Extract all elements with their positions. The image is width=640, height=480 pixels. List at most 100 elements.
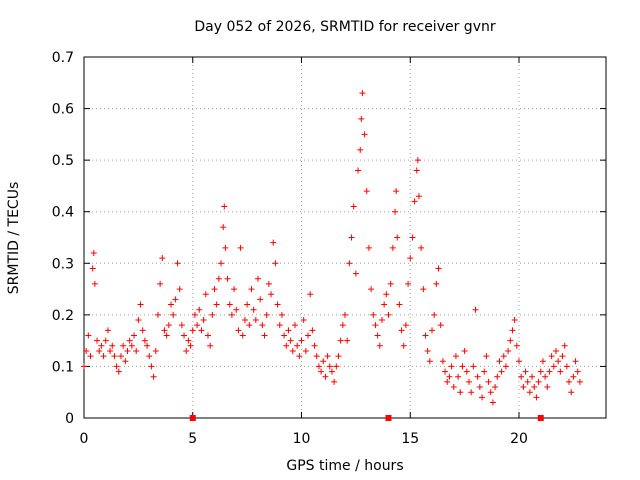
data-point	[224, 275, 231, 282]
data-point	[396, 301, 403, 308]
data-point	[213, 301, 220, 308]
data-point	[374, 332, 381, 339]
data-point	[502, 363, 509, 370]
data-point	[387, 280, 394, 287]
data-point	[300, 317, 307, 324]
data-point	[472, 306, 479, 313]
data-point	[161, 327, 168, 334]
data-point	[344, 337, 351, 344]
data-point	[385, 311, 392, 318]
data-point	[83, 347, 90, 354]
data-point	[202, 291, 209, 298]
data-point	[455, 373, 462, 380]
data-point	[389, 244, 396, 251]
data-point	[339, 322, 346, 329]
data-point	[194, 322, 201, 329]
y-tick-label: 0.6	[52, 102, 74, 118]
data-point	[305, 332, 312, 339]
data-point	[424, 347, 431, 354]
data-point	[500, 353, 507, 360]
data-point	[250, 306, 257, 313]
data-point	[89, 265, 96, 272]
data-point	[248, 286, 255, 293]
data-point	[272, 260, 279, 267]
data-point	[198, 327, 205, 334]
data-point	[415, 193, 422, 200]
data-point	[576, 378, 583, 385]
x-axis-label: GPS time / hours	[286, 458, 403, 474]
data-point	[433, 280, 440, 287]
x-tick-label: 15	[401, 431, 419, 447]
data-point	[191, 311, 198, 318]
data-point	[141, 337, 148, 344]
data-point	[220, 224, 227, 231]
y-tick-label: 0.2	[52, 308, 74, 324]
x-tick-label: 10	[293, 431, 311, 447]
y-tick-label: 0.1	[52, 359, 74, 375]
data-point	[128, 342, 135, 349]
data-point	[426, 358, 433, 365]
data-point	[535, 378, 542, 385]
data-point	[168, 301, 174, 308]
data-point	[359, 90, 366, 97]
data-point	[450, 384, 457, 391]
data-point	[337, 337, 344, 344]
y-tick-label: 0.5	[52, 153, 74, 169]
data-point	[278, 311, 285, 318]
data-point	[285, 327, 292, 334]
data-point	[465, 378, 472, 385]
data-point	[276, 322, 283, 329]
data-point	[544, 384, 551, 391]
data-point	[146, 353, 153, 360]
data-point	[139, 327, 146, 334]
data-point	[328, 368, 335, 375]
data-point	[326, 363, 333, 370]
data-point	[148, 363, 155, 370]
data-point	[244, 301, 251, 308]
data-point	[331, 378, 338, 385]
data-point	[185, 337, 192, 344]
data-point	[335, 353, 342, 360]
data-point	[459, 363, 466, 370]
data-point	[196, 306, 203, 313]
data-point	[150, 373, 157, 380]
data-point	[135, 317, 142, 324]
data-point	[509, 327, 516, 334]
data-point	[231, 286, 238, 293]
data-point	[431, 311, 438, 318]
data-point	[172, 296, 179, 303]
data-point	[309, 327, 316, 334]
data-point	[429, 327, 435, 334]
data-point	[524, 378, 531, 385]
data-point	[207, 342, 214, 349]
data-point	[557, 368, 564, 375]
data-point	[215, 275, 222, 282]
data-point	[320, 358, 327, 365]
data-point	[563, 363, 570, 370]
data-point	[98, 342, 105, 349]
data-point	[259, 322, 266, 329]
data-point	[552, 347, 559, 354]
data-point	[113, 363, 120, 370]
data-point	[170, 311, 177, 318]
data-point	[352, 270, 359, 277]
data-point	[333, 363, 340, 370]
data-point	[111, 353, 118, 360]
y-tick-label: 0	[65, 411, 74, 427]
data-point	[365, 244, 372, 251]
axis-marker	[537, 415, 544, 421]
data-point	[570, 373, 577, 380]
data-point	[492, 384, 499, 391]
data-point	[302, 347, 309, 354]
data-point	[572, 358, 579, 365]
data-point	[318, 368, 325, 375]
data-point	[120, 342, 127, 349]
data-point	[233, 306, 240, 313]
data-point	[189, 327, 196, 334]
chart-title: Day 052 of 2026, SRMTID for receiver gvn…	[194, 19, 495, 35]
data-point	[178, 322, 185, 329]
data-point	[526, 389, 533, 396]
data-point	[324, 353, 331, 360]
data-point	[418, 244, 425, 251]
data-point	[200, 317, 207, 324]
